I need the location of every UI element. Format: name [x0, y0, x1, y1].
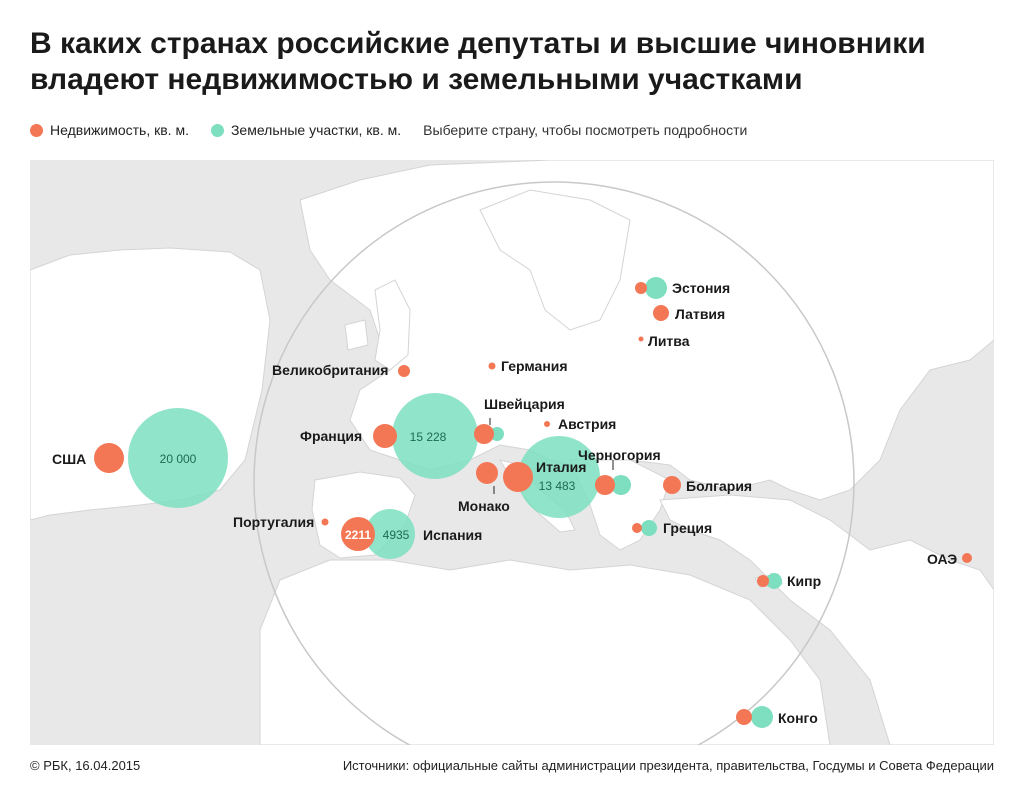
- monaco-realty-bubble: [476, 462, 498, 484]
- map-canvas: [30, 160, 994, 745]
- label-usa[interactable]: США: [52, 451, 87, 467]
- label-uae[interactable]: ОАЭ: [927, 551, 958, 567]
- france-land-bubble: [392, 393, 478, 479]
- label-portugal[interactable]: Португалия: [233, 514, 315, 530]
- uk-realty-bubble: [398, 365, 410, 377]
- france-realty-bubble: [373, 424, 397, 448]
- spain-land-bubble: [365, 509, 415, 559]
- usa-land-bubble: [128, 408, 228, 508]
- label-cyprus[interactable]: Кипр: [787, 573, 822, 589]
- greece-realty-bubble: [632, 523, 642, 533]
- legend-hint: Выберите страну, чтобы посмотреть подроб…: [423, 122, 748, 138]
- austria-realty-bubble: [544, 421, 550, 427]
- legend-land: Земельные участки, кв. м.: [210, 122, 402, 138]
- congo-realty-bubble: [736, 709, 752, 725]
- portugal-realty-bubble: [321, 518, 329, 526]
- label-uk[interactable]: Великобритания: [272, 362, 389, 378]
- footer-source: Источники: официальные сайты администрац…: [342, 758, 994, 773]
- switzerland-realty-bubble: [474, 424, 494, 444]
- label-latvia[interactable]: Латвия: [675, 306, 726, 322]
- bulgaria-realty-bubble: [663, 476, 681, 494]
- footer-credit: © РБК, 16.04.2015: [30, 758, 141, 773]
- legend-realty: Недвижимость, кв. м.: [30, 122, 189, 138]
- label-estonia[interactable]: Эстония: [672, 280, 731, 296]
- spain-land-value: 4935: [382, 528, 410, 542]
- label-switzerland[interactable]: Швейцария: [484, 396, 565, 412]
- italy-land-value: 13 483: [538, 479, 576, 493]
- europe-zoom-ring: [253, 181, 855, 745]
- congo-land-bubble: [751, 706, 773, 728]
- legend: Недвижимость, кв. м. Земельные участки, …: [30, 120, 747, 140]
- usa-realty-bubble: [94, 443, 124, 473]
- map[interactable]: 20 000 15 228 13 483 2211 4935 США Франц…: [30, 160, 994, 745]
- label-germany[interactable]: Германия: [501, 358, 568, 374]
- italy-land-bubble: [518, 436, 600, 518]
- label-monaco[interactable]: Монако: [458, 498, 510, 514]
- legend-realty-label: Недвижимость, кв. м.: [50, 122, 189, 138]
- usa-land-value: 20 000: [159, 452, 197, 466]
- germany-realty-bubble: [488, 362, 496, 370]
- label-italy[interactable]: Италия: [536, 459, 587, 475]
- realty-swatch: [30, 123, 43, 137]
- label-austria[interactable]: Австрия: [558, 416, 617, 432]
- montenegro-realty-bubble: [595, 475, 615, 495]
- label-congo[interactable]: Конго: [778, 710, 818, 726]
- label-bulgaria[interactable]: Болгария: [686, 478, 753, 494]
- label-montenegro[interactable]: Черногория: [578, 447, 661, 463]
- switzerland-land-bubble: [490, 427, 504, 441]
- spain-realty-bubble: [341, 517, 375, 551]
- uae-realty-bubble: [962, 553, 972, 563]
- greece-land-bubble: [641, 520, 657, 536]
- legend-land-label: Земельные участки, кв. м.: [230, 122, 402, 138]
- label-greece[interactable]: Греция: [663, 520, 713, 536]
- spain-realty-value: 2211: [344, 528, 372, 542]
- page-title: В каких странах российские депутаты и вы…: [30, 27, 926, 96]
- france-land-value: 15 228: [409, 430, 447, 444]
- estonia-realty-bubble: [635, 282, 647, 294]
- label-lithuania[interactable]: Литва: [648, 333, 690, 349]
- lithuania-realty-bubble: [638, 336, 644, 342]
- land-masses: [30, 160, 994, 745]
- cyprus-land-bubble: [766, 573, 782, 589]
- italy-realty-bubble: [503, 462, 533, 492]
- land-swatch: [210, 123, 224, 137]
- label-france[interactable]: Франция: [300, 428, 363, 444]
- cyprus-realty-bubble: [757, 575, 769, 587]
- latvia-realty-bubble: [653, 305, 669, 321]
- estonia-land-bubble: [645, 277, 667, 299]
- montenegro-land-bubble: [611, 475, 631, 495]
- label-spain[interactable]: Испания: [423, 527, 483, 543]
